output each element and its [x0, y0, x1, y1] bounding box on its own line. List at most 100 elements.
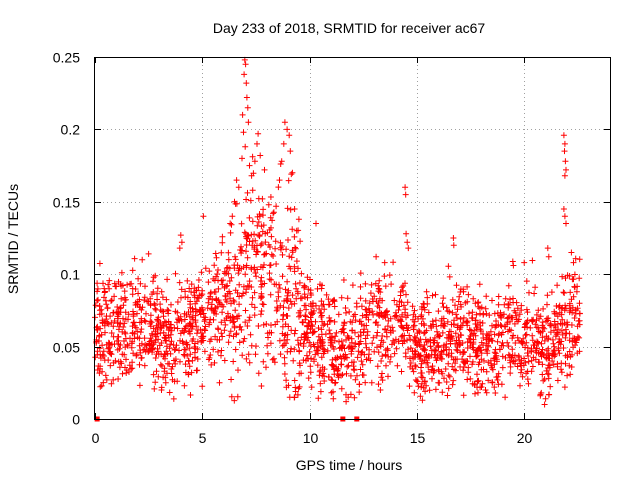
data-point — [165, 327, 172, 334]
data-point — [272, 245, 279, 252]
data-point — [316, 372, 323, 379]
data-point — [326, 318, 333, 325]
data-point — [562, 158, 569, 165]
x-tick-label: 15 — [410, 430, 426, 446]
data-point — [232, 256, 239, 263]
data-point — [296, 370, 303, 377]
data-point — [261, 280, 268, 287]
data-point — [150, 289, 157, 295]
data-point — [507, 370, 514, 377]
data-point — [207, 316, 214, 323]
data-point — [131, 319, 138, 326]
data-point — [133, 351, 140, 358]
data-point — [449, 296, 456, 303]
data-point — [111, 293, 118, 300]
data-point — [279, 243, 285, 249]
data-point — [155, 321, 162, 328]
data-point — [320, 350, 327, 357]
data-point — [489, 322, 495, 329]
data-point — [243, 242, 250, 248]
data-point — [411, 389, 418, 396]
data-point — [136, 382, 143, 389]
data-point — [272, 238, 279, 245]
data-point — [489, 379, 496, 386]
x-tick-label: 5 — [199, 430, 207, 446]
data-point — [307, 369, 314, 376]
data-point — [324, 347, 331, 354]
data-point — [356, 381, 363, 388]
data-point — [446, 273, 453, 280]
data-point — [338, 372, 345, 379]
data-point — [120, 315, 126, 322]
data-point — [125, 316, 131, 323]
data-point — [418, 384, 425, 391]
data-point — [362, 297, 369, 304]
data-point — [211, 359, 218, 366]
data-point — [372, 280, 379, 287]
data-point — [283, 246, 290, 253]
data-point — [221, 284, 228, 291]
data-point — [405, 245, 412, 252]
data-point — [453, 282, 460, 289]
data-point — [194, 330, 200, 337]
data-point — [127, 335, 133, 342]
data-point — [260, 212, 266, 219]
data-point — [269, 356, 276, 363]
data-point — [164, 306, 171, 313]
data-point — [174, 309, 181, 316]
data-point — [262, 239, 269, 246]
data-point — [137, 349, 144, 356]
data-point — [205, 299, 212, 306]
data-point — [94, 323, 101, 330]
data-point — [412, 362, 419, 369]
data-point — [191, 292, 198, 299]
data-point — [343, 370, 350, 377]
data-point — [418, 364, 424, 371]
data-point — [257, 311, 264, 318]
data-point — [138, 355, 145, 362]
data-point — [330, 395, 337, 402]
data-point — [154, 348, 161, 355]
data-point — [386, 272, 393, 279]
data-point — [301, 302, 308, 309]
data-point — [244, 189, 251, 196]
data-point — [248, 231, 255, 238]
data-point — [421, 322, 428, 329]
data-point — [411, 307, 418, 314]
data-point — [479, 320, 486, 326]
data-point — [211, 277, 218, 284]
data-point — [147, 318, 154, 325]
data-point — [381, 312, 388, 319]
data-point — [232, 253, 238, 260]
data-point — [370, 311, 377, 318]
data-point — [283, 384, 290, 391]
data-point — [186, 358, 192, 365]
data-point — [555, 326, 561, 333]
data-point — [176, 279, 183, 286]
data-point — [159, 294, 166, 301]
data-point — [320, 370, 327, 377]
data-point — [244, 282, 251, 289]
data-point — [302, 334, 309, 341]
data-point — [278, 158, 285, 165]
data-point — [523, 339, 530, 346]
data-point — [568, 364, 575, 370]
data-point — [332, 379, 339, 386]
data-point — [531, 290, 538, 297]
data-point — [398, 333, 405, 340]
data-point — [458, 332, 465, 339]
data-point — [414, 330, 421, 337]
data-point — [314, 362, 321, 369]
data-point — [280, 304, 287, 311]
data-point — [129, 291, 136, 298]
data-point — [521, 355, 527, 362]
data-point — [164, 370, 170, 377]
data-point — [144, 298, 151, 305]
data-point — [228, 221, 235, 228]
data-point — [312, 351, 319, 358]
data-point — [308, 355, 315, 362]
data-point — [421, 378, 428, 385]
data-point — [567, 289, 574, 296]
data-point — [339, 342, 346, 349]
data-point — [176, 245, 183, 252]
